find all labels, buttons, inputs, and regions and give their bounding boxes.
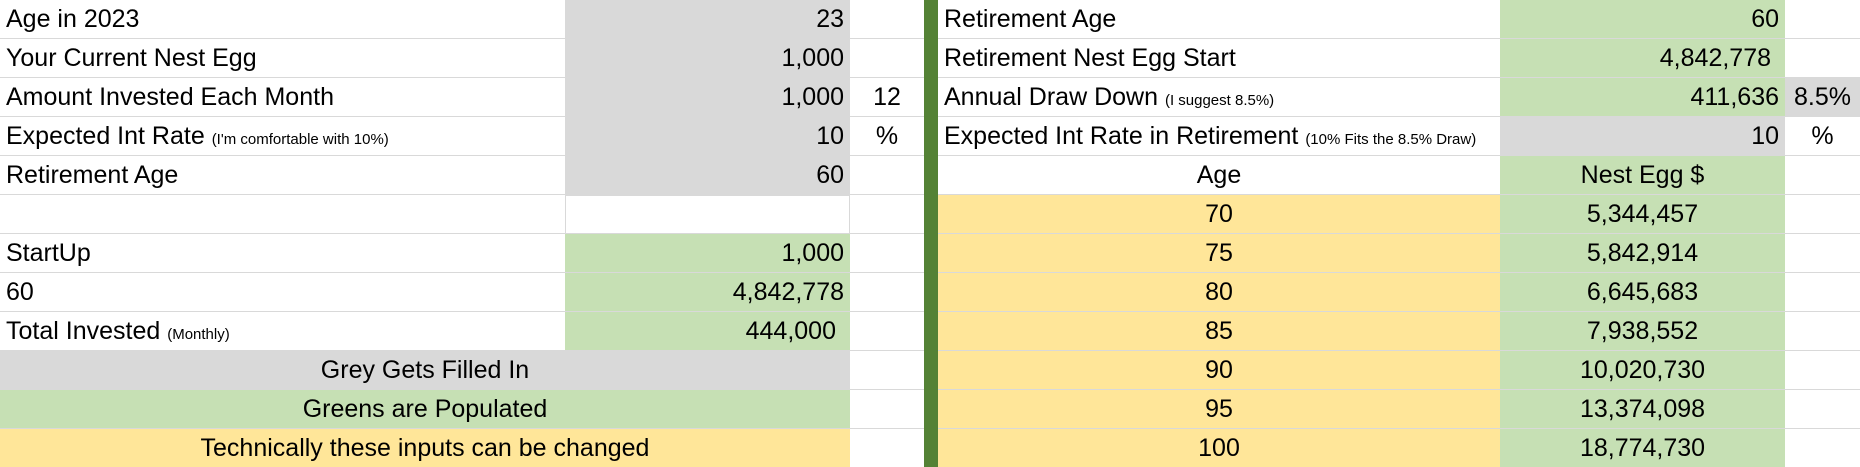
startup-value[interactable]: 1,000 [565, 234, 850, 273]
draw-down-value[interactable]: 411,636 [1500, 78, 1785, 117]
empty-cell[interactable] [850, 312, 924, 351]
table-row-nest-egg[interactable]: 5,344,457 [1500, 195, 1785, 234]
draw-down-percent[interactable]: 8.5% [1785, 78, 1860, 117]
rate-note: (I'm comfortable with 10%) [211, 131, 389, 148]
draw-down-note: (I suggest 8.5%) [1164, 92, 1275, 109]
rate-unit-cell[interactable]: % [850, 117, 924, 156]
right-retirement-age-label: Retirement Age [938, 0, 1500, 39]
empty-cell[interactable] [1785, 312, 1860, 351]
rate-input[interactable]: 10 [565, 117, 850, 156]
age-60-value[interactable]: 4,842,778 [565, 273, 850, 312]
rate-label: Expected Int Rate [6, 122, 205, 150]
empty-cell[interactable] [850, 39, 924, 78]
draw-down-label: Annual Draw Down [944, 83, 1158, 111]
empty-cell[interactable] [850, 0, 924, 39]
table-row-age[interactable]: 100 [938, 429, 1500, 467]
retirement-age-label: Retirement Age [0, 156, 565, 195]
empty-cell[interactable] [850, 156, 924, 195]
draw-down-label-cell: Annual Draw Down (I suggest 8.5%) [938, 78, 1500, 117]
total-invested-value[interactable]: 444,000 [565, 312, 850, 351]
table-row-nest-egg[interactable]: 18,774,730 [1500, 429, 1785, 467]
retirement-rate-label: Expected Int Rate in Retirement [944, 122, 1299, 150]
total-invested-label-cell: Total Invested (Monthly) [0, 312, 565, 351]
empty-cell[interactable] [850, 195, 924, 234]
retirement-rate-unit[interactable]: % [1785, 117, 1860, 156]
legend-yellow: Technically these inputs can be changed [0, 429, 850, 467]
empty-cell[interactable] [1785, 195, 1860, 234]
nest-egg-input[interactable]: 1,000 [565, 39, 850, 78]
retirement-start-label: Retirement Nest Egg Start [938, 39, 1500, 78]
retirement-start-value[interactable]: 4,842,778 [1500, 39, 1785, 78]
age-label: Age in 2023 [0, 0, 565, 39]
table-row-age[interactable]: 70 [938, 195, 1500, 234]
legend-grey: Grey Gets Filled In [0, 351, 850, 390]
months-per-year-cell[interactable]: 12 [850, 78, 924, 117]
empty-cell[interactable] [1785, 234, 1860, 273]
total-invested-note: (Monthly) [167, 326, 230, 343]
empty-cell[interactable] [1785, 39, 1860, 78]
nest-egg-column-header: Nest Egg $ [1500, 156, 1785, 195]
table-row-age[interactable]: 80 [938, 273, 1500, 312]
total-invested-label: Total Invested [6, 317, 161, 345]
table-row-age[interactable]: 75 [938, 234, 1500, 273]
empty-cell[interactable] [1785, 156, 1860, 195]
right-retirement-age-value[interactable]: 60 [1500, 0, 1785, 39]
table-row-nest-egg[interactable]: 10,020,730 [1500, 351, 1785, 390]
table-row-nest-egg[interactable]: 5,842,914 [1500, 234, 1785, 273]
empty-cell[interactable] [1785, 273, 1860, 312]
table-row-nest-egg[interactable]: 7,938,552 [1500, 312, 1785, 351]
empty-cell[interactable] [565, 195, 850, 234]
empty-cell[interactable] [850, 429, 924, 467]
column-divider [924, 0, 938, 467]
empty-cell[interactable] [850, 273, 924, 312]
empty-cell[interactable] [1785, 429, 1860, 467]
retirement-rate-label-cell: Expected Int Rate in Retirement (10% Fit… [938, 117, 1500, 156]
rate-label-cell: Expected Int Rate (I'm comfortable with … [0, 117, 565, 156]
empty-cell[interactable] [850, 390, 924, 429]
table-row-nest-egg[interactable]: 13,374,098 [1500, 390, 1785, 429]
empty-cell[interactable] [850, 234, 924, 273]
startup-label: StartUp [0, 234, 565, 273]
age-column-header: Age [938, 156, 1500, 195]
table-row-age[interactable]: 85 [938, 312, 1500, 351]
empty-cell[interactable] [1785, 0, 1860, 39]
age-input[interactable]: 23 [565, 0, 850, 39]
table-row-age[interactable]: 95 [938, 390, 1500, 429]
retirement-rate-note: (10% Fits the 8.5% Draw) [1305, 131, 1477, 148]
age-60-label: 60 [0, 273, 565, 312]
monthly-invest-input[interactable]: 1,000 [565, 78, 850, 117]
table-row-nest-egg[interactable]: 6,645,683 [1500, 273, 1785, 312]
empty-cell[interactable] [1785, 390, 1860, 429]
table-row-age[interactable]: 90 [938, 351, 1500, 390]
empty-cell[interactable] [850, 351, 924, 390]
monthly-invest-label: Amount Invested Each Month [0, 78, 565, 117]
retirement-age-input[interactable]: 60 [565, 156, 850, 195]
empty-cell[interactable] [0, 195, 565, 234]
empty-cell[interactable] [1785, 351, 1860, 390]
legend-green: Greens are Populated [0, 390, 850, 429]
retirement-rate-input[interactable]: 10 [1500, 117, 1785, 156]
nest-egg-label: Your Current Nest Egg [0, 39, 565, 78]
